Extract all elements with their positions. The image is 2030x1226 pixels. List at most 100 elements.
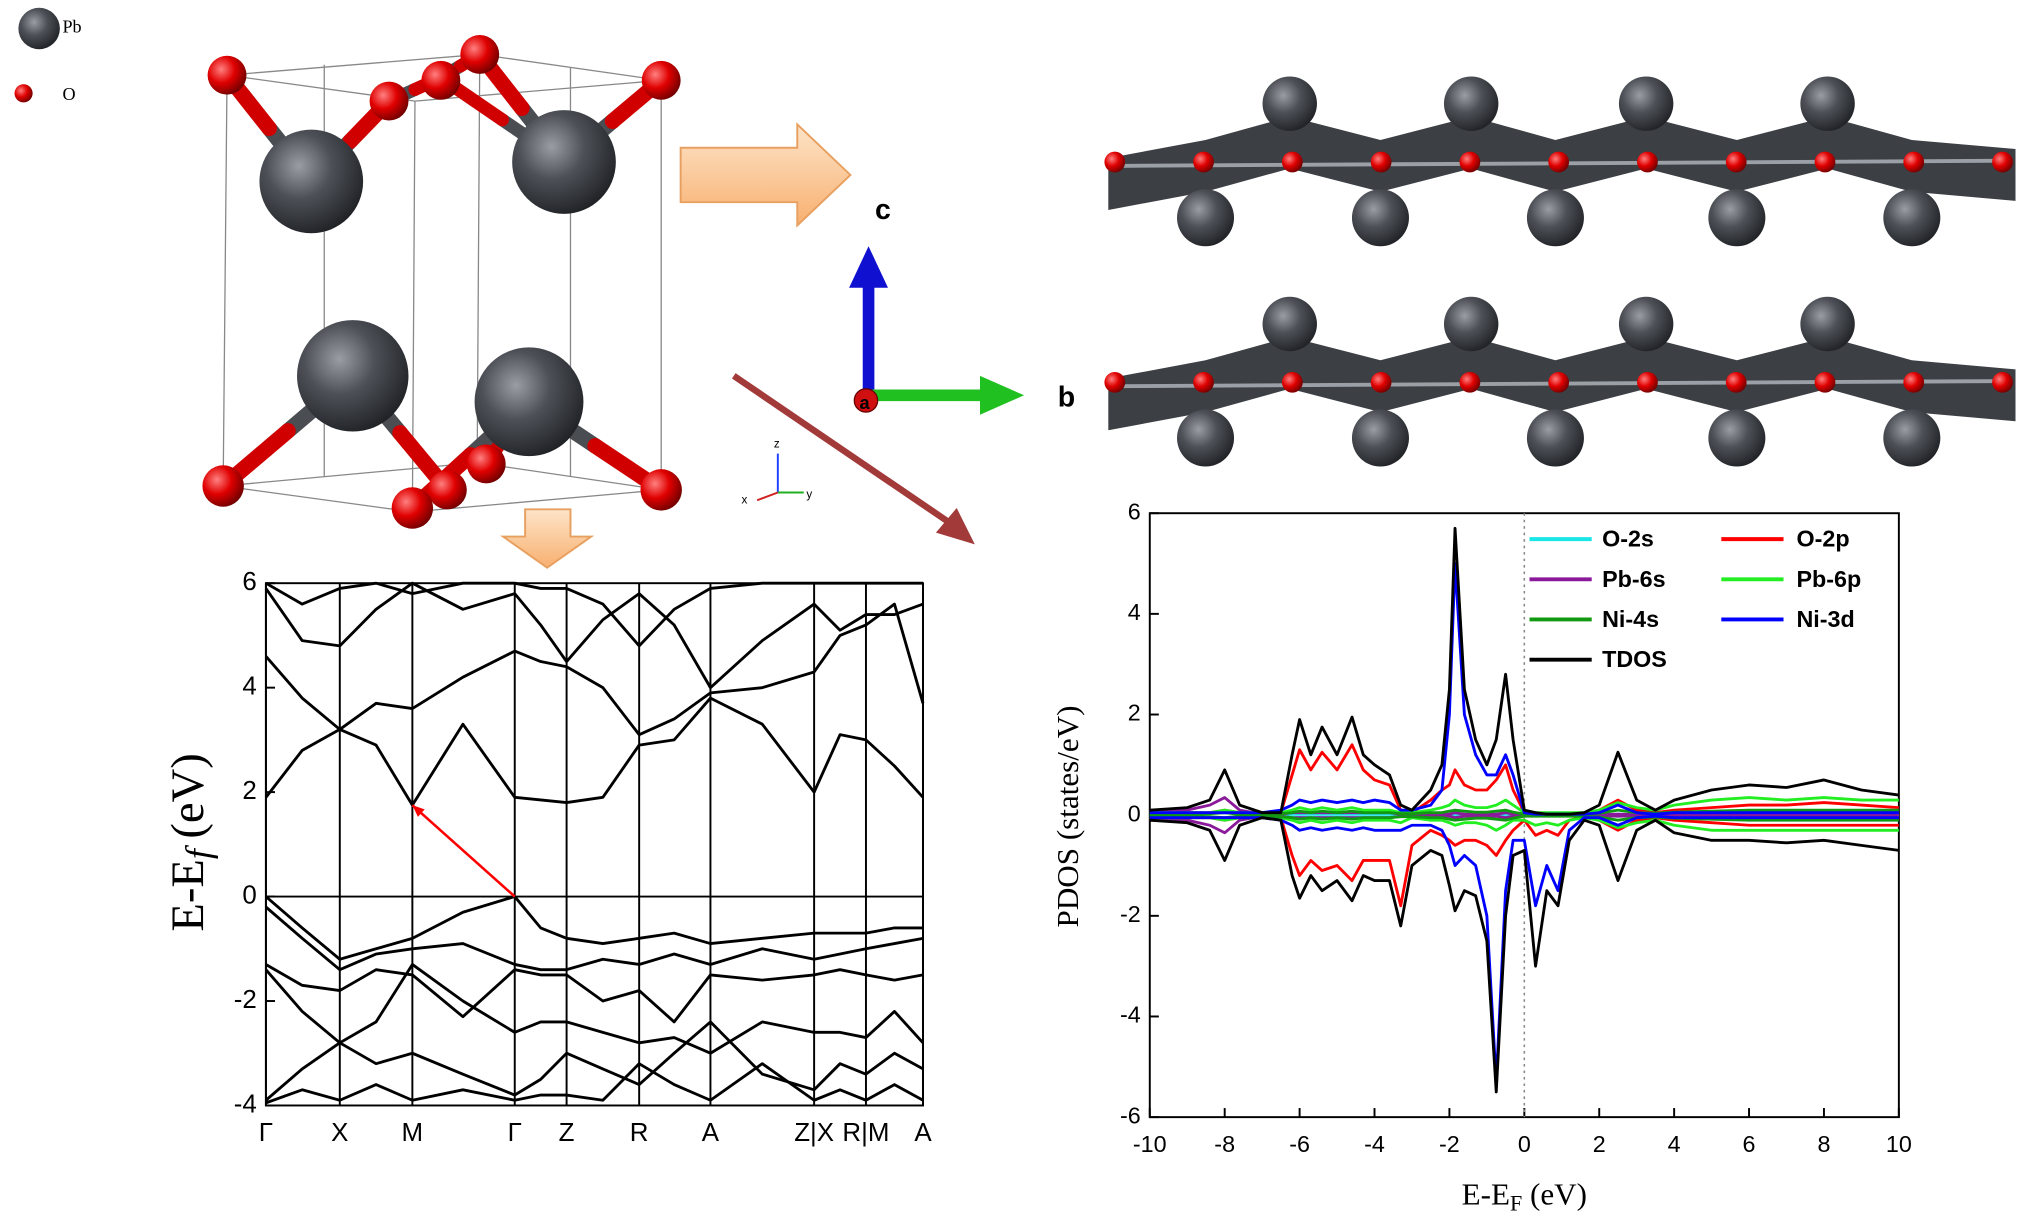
o-atom [421, 60, 461, 100]
o-atom [640, 469, 682, 511]
y-tick-label: 6 [1128, 498, 1141, 524]
data-line [265, 1062, 924, 1105]
x-tick-label: 2 [1593, 1131, 1606, 1157]
pb-atom [1351, 189, 1409, 247]
data-line [265, 581, 923, 648]
data-line [264, 895, 923, 961]
o-atom [1814, 151, 1836, 173]
y-tick-label: 4 [242, 672, 256, 700]
o-atom [427, 470, 467, 510]
o-atom [1193, 371, 1214, 393]
pb-atom [1526, 189, 1584, 247]
cell-edge [414, 79, 662, 102]
cell-edge [223, 485, 413, 513]
o-atom [1370, 371, 1392, 393]
pb-atom [1708, 189, 1766, 247]
data-line [264, 602, 925, 737]
x-tick-label: 6 [1743, 1131, 1756, 1157]
y-axis-label: PDOS (states/eV) [1050, 705, 1085, 927]
data-line [264, 963, 925, 1055]
o-atom [1548, 151, 1570, 173]
data-line [1149, 816, 1900, 1094]
x-tick-label: Z [559, 1119, 575, 1147]
o-atom [1725, 371, 1747, 393]
label-part: E-E [1462, 1177, 1510, 1212]
pb-atom [1262, 296, 1317, 352]
data-line [264, 1020, 924, 1102]
atom-label: Pb [62, 17, 81, 37]
atom-label: O [62, 84, 75, 104]
data-line [1149, 526, 1900, 816]
red-arrow [731, 373, 955, 528]
o-atom [1281, 151, 1303, 173]
axis-label: a [859, 393, 870, 413]
x-tick-label: A [914, 1119, 932, 1147]
legend-label: TDOS [1602, 646, 1667, 672]
chart: -6 -4 -2 0 2 4 6 -10 -8 -6 -4 -2 0 2 4 6 8 10 O-2s O-2p Pb-6… [1120, 498, 1912, 1156]
legend-label: Pb-6s [1602, 566, 1666, 592]
o-atom [1281, 371, 1303, 393]
y-tick-label: 2 [242, 777, 256, 805]
pb-atom [1708, 409, 1766, 467]
y-tick-label: 2 [1128, 700, 1141, 726]
axis-label: c [875, 194, 891, 226]
data-line [264, 581, 924, 690]
pb-atom [1176, 409, 1235, 467]
pb-atom [1262, 76, 1317, 131]
label-sub: F [1510, 1190, 1522, 1215]
data-line [1149, 796, 1899, 815]
y-tick-label: 4 [1128, 599, 1141, 625]
o-atom [207, 55, 247, 95]
x-tick-label: -8 [1214, 1131, 1235, 1157]
o-atom [1814, 371, 1836, 393]
chart: -4 -2 0 2 4 6 Γ X M Γ Z R A Z|X R|M A [234, 568, 933, 1147]
o-atom [1548, 371, 1570, 393]
y-tick-label: 6 [242, 568, 256, 596]
label-part: (eV) [162, 753, 214, 838]
x-tick-label: -6 [1289, 1131, 1310, 1157]
red-arrow-head [935, 508, 975, 545]
o-atom [1903, 371, 1925, 393]
x-tick-label: -2 [1439, 1131, 1460, 1157]
x-axis-label: E-EF (eV) [1462, 1177, 1587, 1216]
o-atom [1459, 371, 1481, 393]
x-tick-label: -10 [1133, 1131, 1167, 1157]
cell-edge [226, 53, 480, 76]
triad-label: z [774, 438, 780, 451]
cell-edge [412, 489, 662, 513]
pb-atom [474, 347, 584, 457]
o-atom [1104, 371, 1126, 393]
x-tick-label: 10 [1886, 1131, 1912, 1157]
data-line [1149, 814, 1899, 1084]
y-tick-label: 0 [242, 881, 256, 909]
pb-atom [1618, 76, 1674, 131]
y-tick-label: 0 [1128, 800, 1141, 826]
o-atom [466, 444, 506, 484]
o-atom [641, 60, 681, 100]
data-line [1149, 816, 1899, 832]
cell-edge [222, 75, 228, 486]
pb-atom [1883, 189, 1941, 247]
y-axis-label: E-Ef(eV) [162, 753, 219, 931]
y-tick-label: -2 [1120, 901, 1141, 927]
pb-atom [1351, 409, 1409, 467]
pb-atom [1526, 409, 1584, 467]
orange-arrow [679, 122, 852, 228]
o-atom [391, 487, 434, 529]
label-part: (eV) [1530, 1177, 1587, 1212]
axis-label: b [1058, 382, 1075, 414]
x-tick-label: Γ [508, 1119, 522, 1147]
data-line [1149, 562, 1899, 816]
data-line [264, 696, 925, 807]
o-atom [14, 84, 33, 103]
y-tick-label: -4 [1120, 1002, 1141, 1028]
o-atom [460, 34, 500, 74]
pb-atom [259, 129, 364, 234]
pb-atom [1800, 296, 1855, 352]
x-tick-label: 0 [1518, 1131, 1531, 1157]
x-tick-label: -4 [1364, 1131, 1385, 1157]
orange-arrow [500, 508, 595, 569]
x-tick-label: A [702, 1119, 720, 1147]
crystal-structures [14, 7, 2016, 529]
